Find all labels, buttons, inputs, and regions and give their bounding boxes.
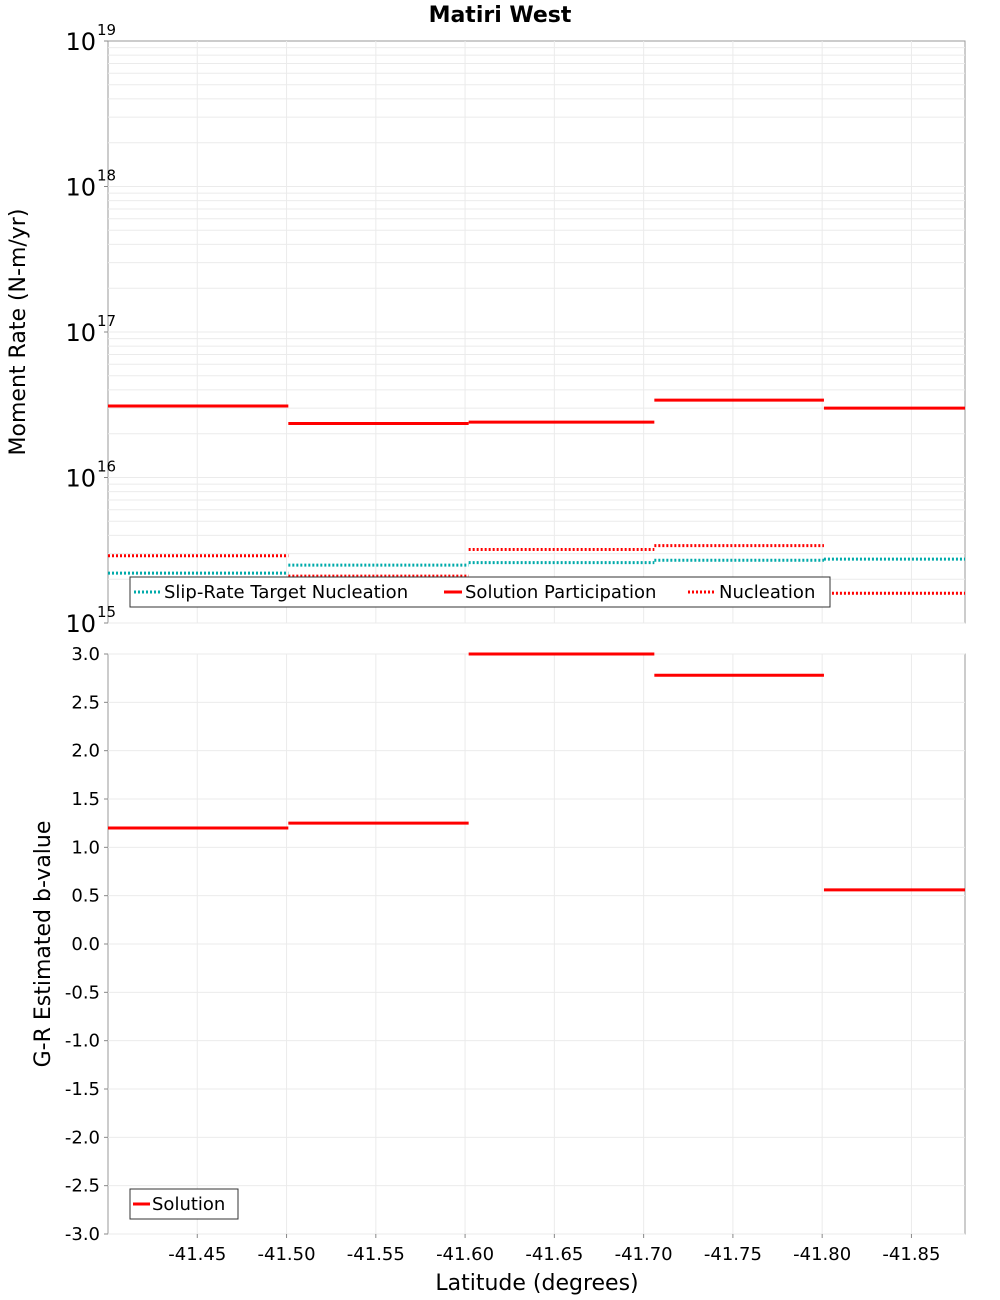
y-tick-label: 0.5 bbox=[71, 886, 100, 907]
legend-label-slip-rate-target: Slip-Rate Target Nucleation bbox=[164, 582, 408, 603]
x-tick-label: -41.70 bbox=[615, 1244, 673, 1265]
y-tick-label: 10 bbox=[65, 465, 96, 493]
y-tick-label: 1.0 bbox=[71, 837, 100, 858]
y-tick-label: 1.5 bbox=[71, 789, 100, 810]
x-tick-label: -41.60 bbox=[436, 1244, 494, 1265]
y-tick-exponent: 16 bbox=[97, 458, 116, 476]
y-tick-label: -2.0 bbox=[65, 1127, 100, 1148]
y-tick-label: 3.0 bbox=[71, 644, 100, 665]
y-tick-exponent: 15 bbox=[97, 603, 116, 621]
x-tick-label: -41.75 bbox=[704, 1244, 762, 1265]
y-tick-label: 10 bbox=[65, 319, 96, 347]
y-tick-exponent: 17 bbox=[97, 312, 116, 330]
y-tick-exponent: 18 bbox=[97, 167, 116, 185]
y-tick-label: 10 bbox=[65, 174, 96, 202]
legend-label-solution: Solution bbox=[152, 1194, 225, 1215]
legend-label-nucleation: Nucleation bbox=[719, 582, 815, 603]
x-axis-ticks: -41.45 -41.50 -41.55 -41.60 -41.65 -41.70 -41.… bbox=[168, 1234, 940, 1265]
y-tick-label: -3.0 bbox=[65, 1224, 100, 1245]
y-tick-label: 10 bbox=[65, 28, 96, 56]
x-tick-label: -41.55 bbox=[347, 1244, 405, 1265]
moment-rate-gridlines bbox=[108, 41, 965, 624]
moment-rate-legend: Slip-Rate Target Nucleation Solution Par… bbox=[129, 576, 831, 608]
x-axis-label: Latitude (degrees) bbox=[435, 1271, 638, 1296]
moment-rate-series bbox=[108, 398, 965, 595]
b-value-legend: Solution bbox=[129, 1188, 239, 1220]
y-tick-label: -0.5 bbox=[65, 982, 100, 1003]
y-tick-label: 0.0 bbox=[71, 934, 100, 955]
legend-label-solution-participation: Solution Participation bbox=[465, 582, 656, 603]
b-value-y-label: G-R Estimated b-value bbox=[31, 821, 56, 1068]
y-tick-label: 10 bbox=[65, 610, 96, 638]
chart-title: Matiri West bbox=[429, 3, 572, 28]
b-value-series bbox=[108, 652, 965, 892]
y-tick-label: -2.5 bbox=[65, 1176, 100, 1197]
y-tick-label: 2.5 bbox=[71, 692, 100, 713]
x-tick-label: -41.65 bbox=[525, 1244, 583, 1265]
y-tick-label: -1.0 bbox=[65, 1031, 100, 1052]
x-tick-label: -41.80 bbox=[793, 1244, 851, 1265]
b-value-panel: -3.0 -2.5 -2.0 -1.5 -1.0 -0.5 0.0 0.5 1.0 1.5 2.0 2… bbox=[31, 644, 966, 1245]
y-tick-exponent: 19 bbox=[97, 21, 116, 39]
moment-rate-y-label: Moment Rate (N-m/yr) bbox=[6, 209, 31, 456]
y-tick-label: -1.5 bbox=[65, 1079, 100, 1100]
x-tick-label: -41.45 bbox=[168, 1244, 226, 1265]
y-tick-label: 2.0 bbox=[71, 741, 100, 762]
x-tick-label: -41.50 bbox=[258, 1244, 316, 1265]
x-tick-label: -41.85 bbox=[882, 1244, 940, 1265]
b-value-y-ticks: -3.0 -2.5 -2.0 -1.5 -1.0 -0.5 0.0 0.5 1.0 1.5 2.0 2… bbox=[65, 644, 108, 1245]
